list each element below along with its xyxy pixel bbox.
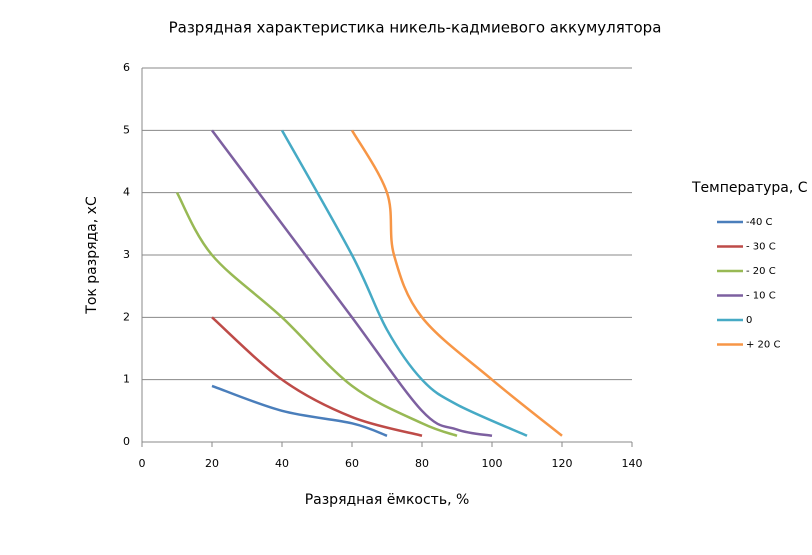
chart-title: Разрядная характеристика никель-кадмиево… xyxy=(169,19,662,37)
x-tick-label: 140 xyxy=(622,457,643,470)
legend-label: + 20 С xyxy=(746,340,780,351)
legend-title: Температура, С xyxy=(691,180,808,196)
y-tick-label: 4 xyxy=(123,186,130,199)
series-line xyxy=(210,129,493,438)
y-tick-label: 0 xyxy=(123,435,130,448)
y-tick-label: 5 xyxy=(123,123,130,136)
legend-label: - 10 С xyxy=(746,291,776,302)
y-axis-title: Ток разряда, хС xyxy=(84,196,100,315)
legend-label: 0 xyxy=(746,315,752,326)
series-line xyxy=(211,316,423,437)
series-line xyxy=(175,192,458,437)
legend-label: -40 С xyxy=(746,217,773,228)
y-tick-label: 2 xyxy=(123,310,130,323)
legend-label: - 30 С xyxy=(746,242,776,253)
series-line xyxy=(211,384,388,437)
x-tick-label: 100 xyxy=(482,457,503,470)
x-tick-label: 120 xyxy=(552,457,573,470)
y-tick-label: 1 xyxy=(123,373,130,386)
x-tick-label: 80 xyxy=(415,457,429,470)
x-tick-label: 60 xyxy=(345,457,359,470)
legend-label: - 20 С xyxy=(746,266,776,277)
y-tick-label: 6 xyxy=(123,61,130,74)
series-line xyxy=(280,129,528,437)
x-tick-label: 20 xyxy=(205,457,219,470)
x-axis-title: Разрядная ёмкость, % xyxy=(305,492,470,508)
y-tick-label: 3 xyxy=(123,248,130,261)
x-tick-label: 0 xyxy=(139,457,146,470)
x-tick-label: 40 xyxy=(275,457,289,470)
series-line xyxy=(350,129,563,437)
